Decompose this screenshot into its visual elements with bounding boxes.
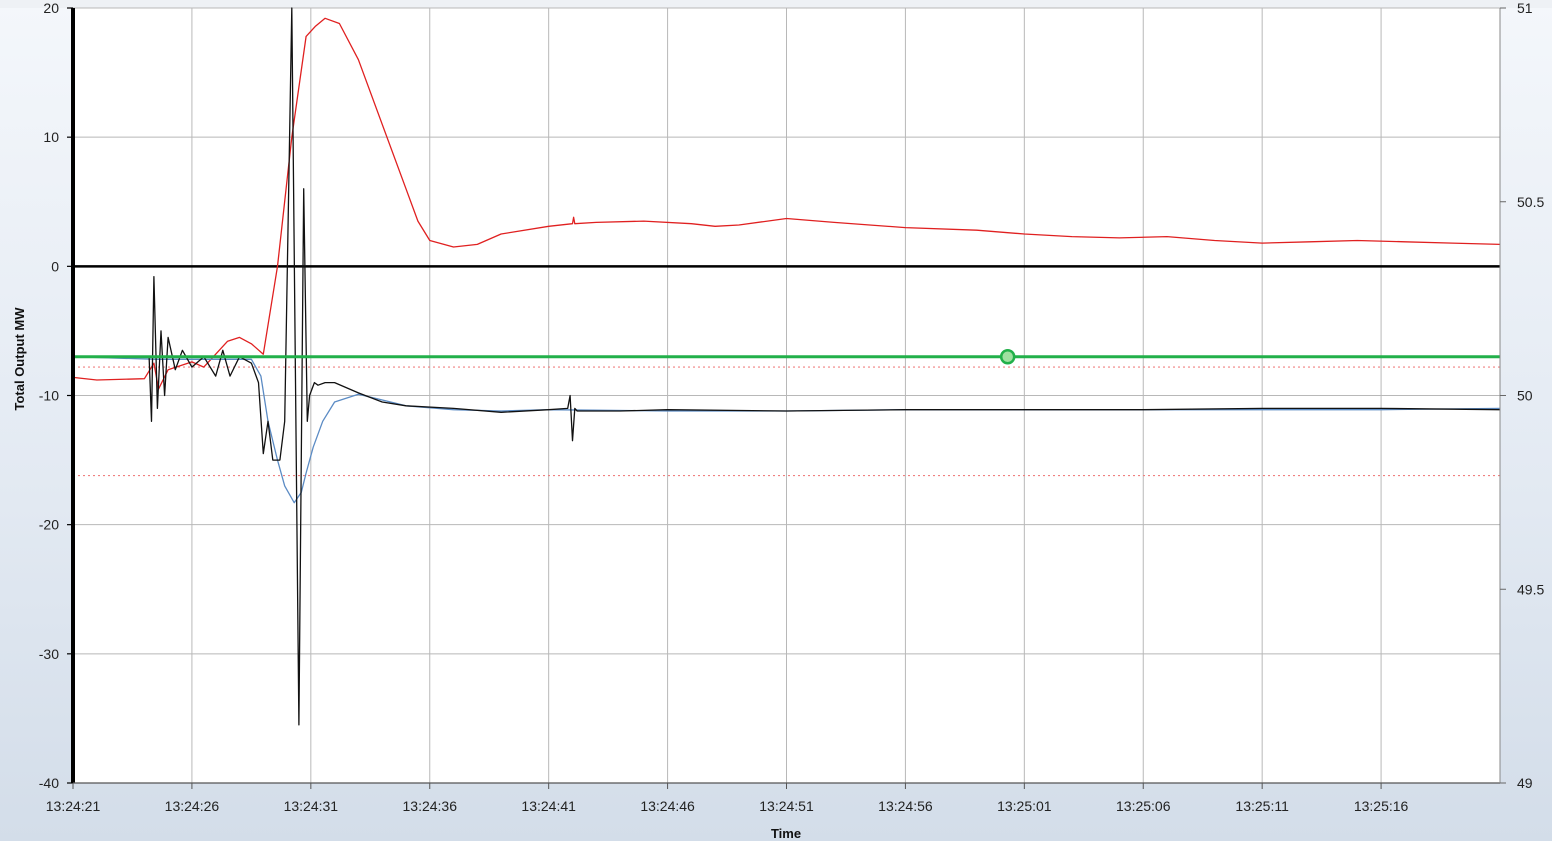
top-strip xyxy=(0,0,1552,8)
x-tick-label: 13:24:56 xyxy=(878,798,933,814)
x-axis-title: Time xyxy=(771,826,801,841)
y-tick-label: 10 xyxy=(43,129,59,145)
x-tick-label: 13:24:36 xyxy=(403,798,458,814)
y2-tick-label: 50 xyxy=(1517,388,1533,404)
markers xyxy=(999,349,1016,365)
y2-tick-label: 50.5 xyxy=(1517,194,1544,210)
y-tick-label: 20 xyxy=(43,0,59,16)
y-tick-label: -20 xyxy=(39,517,59,533)
reference-lines xyxy=(73,265,1500,477)
y-tick-label: -30 xyxy=(39,646,59,662)
y2-tick-label: 51 xyxy=(1517,0,1533,16)
y2-tick-label: 49 xyxy=(1517,775,1533,791)
series-line-1 xyxy=(72,17,1501,390)
y-tick-label: 0 xyxy=(51,258,59,274)
y-tick-label: -10 xyxy=(39,388,59,404)
series-lines xyxy=(72,7,1501,726)
y2-tick-label: 49.5 xyxy=(1517,581,1544,597)
y-axis-title: Total Output MW xyxy=(12,307,27,411)
x-tick-label: 13:25:06 xyxy=(1116,798,1171,814)
x-tick-label: 13:24:41 xyxy=(521,798,576,814)
x-tick-label: 13:24:21 xyxy=(46,798,101,814)
y-tick-label: -40 xyxy=(39,775,59,791)
data-marker xyxy=(999,349,1016,365)
x-tick-label: 13:24:51 xyxy=(759,798,814,814)
x-tick-label: 13:24:26 xyxy=(165,798,220,814)
x-tick-label: 13:25:01 xyxy=(997,798,1052,814)
x-tick-label: 13:24:46 xyxy=(640,798,695,814)
x-tick-label: 13:25:16 xyxy=(1354,798,1409,814)
x-tick-label: 13:24:31 xyxy=(284,798,339,814)
grid-lines xyxy=(73,7,1501,784)
tick-labels: 20 10 0 -10 -20 -30 -40 51 50.5 50 49.5 49 13:24:21 1… xyxy=(39,0,1545,814)
x-tick-label: 13:25:11 xyxy=(1235,798,1289,814)
